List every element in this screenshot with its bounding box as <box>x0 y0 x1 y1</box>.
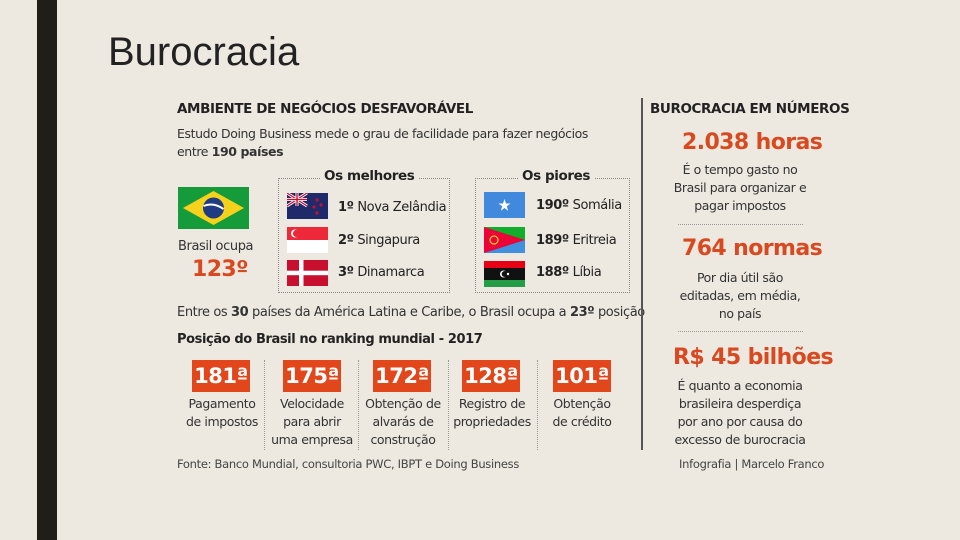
stat-billions-line-2: brasileira desperdiça <box>678 396 802 411</box>
infographic-credit: Infografia | Marcelo Franco <box>679 457 825 471</box>
position-label-2: Velocidade para abrir uma empresa <box>267 395 357 449</box>
slide-left-bar <box>37 0 57 540</box>
column-divider <box>641 98 643 450</box>
position-label-4-line-1: Registro de <box>458 396 526 411</box>
stat-norms-line-1: Por dia útil são <box>696 270 784 285</box>
latam-text-3: posição <box>594 305 645 320</box>
position-box-2: 175ª <box>283 360 341 392</box>
position-label-2-line-3: uma empresa <box>271 432 353 447</box>
left-heading: AMBIENTE DE NEGÓCIOS DESFAVORÁVEL <box>177 101 473 117</box>
position-label-1-line-2: de impostos <box>185 414 258 429</box>
stat-hours: 2.038 horas <box>682 130 823 155</box>
position-label-3-line-2: alvarás de <box>372 414 434 429</box>
somalia-flag <box>484 192 525 218</box>
position-box-1: 181ª <box>192 360 250 392</box>
position-divider-3 <box>448 360 449 450</box>
position-label-3-line-1: Obtenção de <box>365 396 441 411</box>
best-name-3: Dinamarca <box>357 265 425 280</box>
position-box-4: 128ª <box>462 360 520 392</box>
position-label-1: Pagamento de impostos <box>177 395 267 431</box>
worst-item-3: 188º Líbia <box>536 265 602 280</box>
worst-item-1: 190º Somália <box>536 198 622 213</box>
best-rank-3: 3º <box>338 265 354 280</box>
infographic: AMBIENTE DE NEGÓCIOS DESFAVORÁVEL Estudo… <box>170 95 850 475</box>
position-label-5-line-2: de crédito <box>552 414 612 429</box>
worst-title: Os piores <box>518 168 595 184</box>
position-label-4: Registro de propriedades <box>447 395 537 431</box>
best-rank-1: 1º <box>338 200 354 215</box>
worst-rank-1: 190º <box>536 198 569 213</box>
position-box-5: 101ª <box>553 360 611 392</box>
brazil-flag <box>178 187 249 229</box>
position-divider-4 <box>537 360 538 450</box>
stat-hours-text: É o tempo gasto no Brasil para organizar… <box>660 161 820 215</box>
intro-line-2: entre 190 países <box>177 143 284 161</box>
right-heading: BUROCRACIA EM NÚMEROS <box>650 101 850 117</box>
best-item-2: 2º Singapura <box>338 233 420 248</box>
best-name-1: Nova Zelândia <box>357 200 447 215</box>
intro-prefix: entre <box>177 144 212 159</box>
stat-norms: 764 normas <box>682 236 823 261</box>
intro-line-1: Estudo Doing Business mede o grau de fac… <box>177 126 589 141</box>
best-title: Os melhores <box>320 168 419 184</box>
worst-name-3: Líbia <box>572 265 602 280</box>
stat-billions: R$ 45 bilhões <box>673 345 834 370</box>
best-item-1: 1º Nova Zelândia <box>338 200 447 215</box>
latam-rank: 23º <box>569 305 595 320</box>
stat-billions-line-4: excesso de burocracia <box>674 432 806 447</box>
best-rank-2: 2º <box>338 233 354 248</box>
eritrea-flag <box>484 227 525 253</box>
position-label-2-line-1: Velocidade <box>280 396 344 411</box>
position-box-3: 172ª <box>373 360 431 392</box>
worst-name-2: Eritreia <box>572 233 617 248</box>
stat-divider-1 <box>678 224 803 225</box>
position-divider-2 <box>358 360 359 450</box>
position-label-2-line-2: para abrir <box>283 414 341 429</box>
position-label-5: Obtenção de crédito <box>537 395 627 431</box>
position-divider-1 <box>264 360 265 450</box>
ranking-heading: Posição do Brasil no ranking mundial - 2… <box>177 332 483 347</box>
stat-norms-text: Por dia útil são editadas, em média, no … <box>660 269 820 323</box>
stat-divider-2 <box>678 331 803 332</box>
worst-rank-3: 188º <box>536 265 569 280</box>
slide-title: Burocracia <box>108 30 300 74</box>
best-name-2: Singapura <box>357 233 420 248</box>
stat-billions-line-1: É quanto a economia <box>677 378 803 393</box>
worst-rank-2: 189º <box>536 233 569 248</box>
libya-flag <box>484 261 525 287</box>
stat-hours-line-3: pagar impostos <box>694 198 786 213</box>
worst-name-1: Somália <box>572 198 623 213</box>
stat-billions-line-3: por ano por causa do <box>677 414 803 429</box>
latam-text-1: Entre os <box>177 305 231 320</box>
latam-count: 30 <box>231 305 249 320</box>
best-item-3: 3º Dinamarca <box>338 265 425 280</box>
position-label-1-line-1: Pagamento <box>188 396 256 411</box>
position-label-4-line-2: propriedades <box>453 414 531 429</box>
singapore-flag <box>287 227 328 253</box>
new-zealand-flag <box>287 193 328 219</box>
brasil-label: Brasil ocupa <box>178 239 254 254</box>
stat-norms-line-3: no país <box>718 306 762 321</box>
stat-hours-line-2: Brasil para organizar e <box>673 180 807 195</box>
position-label-3: Obtenção de alvarás de construção <box>358 395 448 449</box>
stat-norms-line-2: editadas, em média, <box>679 288 801 303</box>
stat-billions-text: É quanto a economia brasileira desperdiç… <box>660 377 820 449</box>
stat-hours-line-1: É o tempo gasto no <box>682 162 798 177</box>
position-label-5-line-1: Obtenção <box>553 396 611 411</box>
latam-text-2: países da América Latina e Caribe, o Bra… <box>248 305 570 320</box>
intro-bold: 190 países <box>211 144 284 159</box>
brasil-rank: 123º <box>192 257 249 282</box>
latam-line: Entre os 30 países da América Latina e C… <box>177 304 645 322</box>
worst-item-2: 189º Eritreia <box>536 233 617 248</box>
position-label-3-line-3: construção <box>370 432 436 447</box>
source-note: Fonte: Banco Mundial, consultoria PWC, I… <box>177 457 520 471</box>
denmark-flag <box>287 260 328 286</box>
